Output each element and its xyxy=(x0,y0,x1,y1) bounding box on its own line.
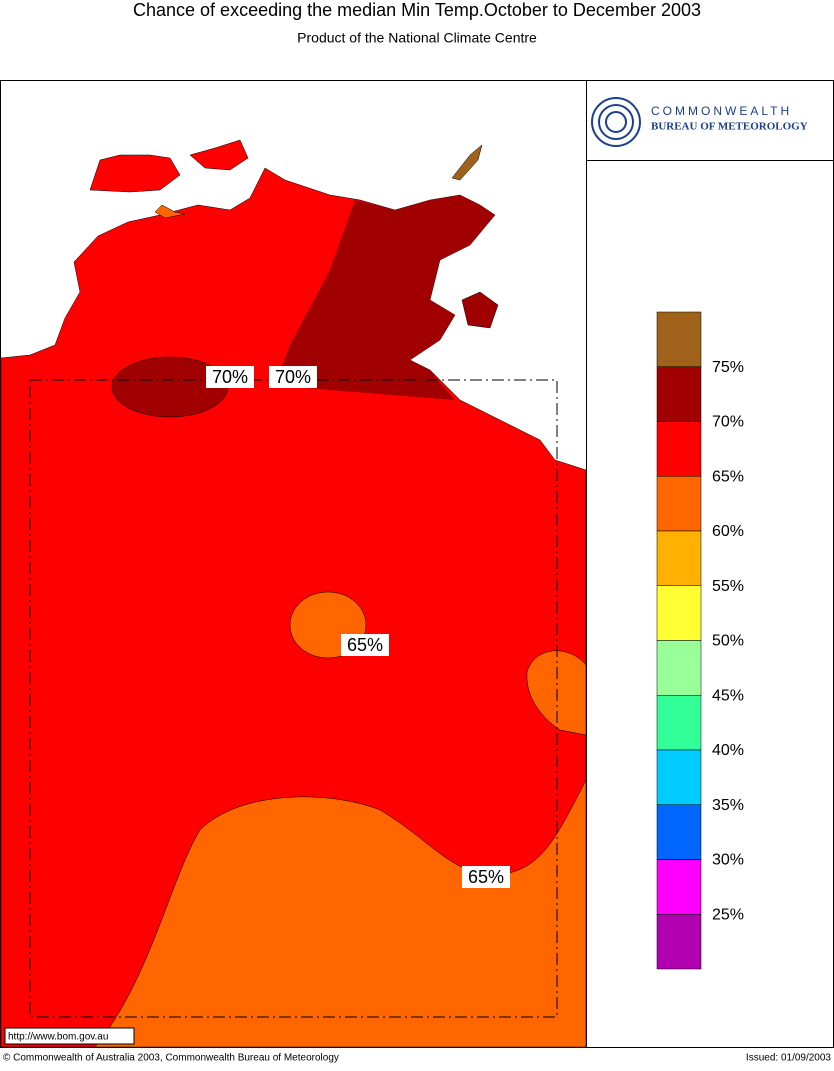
legend-swatch xyxy=(656,476,702,532)
subtitle: Product of the National Climate Centre xyxy=(297,30,537,46)
logo-line1: COMMONWEALTH xyxy=(651,104,792,118)
contour-label-box xyxy=(206,366,254,388)
island xyxy=(189,139,249,171)
contour-label-box xyxy=(341,634,389,656)
contour-label-box xyxy=(269,366,317,388)
island xyxy=(154,204,186,219)
legend-swatch xyxy=(656,585,702,641)
logo-mark xyxy=(591,97,641,147)
region-70 xyxy=(275,195,495,400)
contour-label: 65% xyxy=(347,635,383,655)
legend-label: 55% xyxy=(712,578,744,595)
legend-swatch xyxy=(656,859,702,915)
legend-swatch xyxy=(656,530,702,586)
legend-swatch xyxy=(656,366,702,422)
legend-label: 30% xyxy=(712,852,744,869)
legend-label: 75% xyxy=(712,359,744,376)
copyright: © Commonwealth of Australia 2003, Common… xyxy=(3,1053,339,1064)
url-box xyxy=(4,1027,135,1045)
legend-swatch xyxy=(656,914,702,970)
legend-label: 40% xyxy=(712,742,744,759)
region-box xyxy=(29,379,558,1018)
legend-swatch xyxy=(656,695,702,751)
island xyxy=(451,144,483,181)
island xyxy=(89,154,181,193)
logo-line2: BUREAU OF METEOROLOGY xyxy=(651,121,808,133)
contour-label: 70% xyxy=(275,367,311,387)
legend-swatch xyxy=(656,804,702,860)
panel-frame xyxy=(586,80,834,1048)
title: Chance of exceeding the median Min Temp.… xyxy=(133,0,701,20)
map: 70% 70% 65% 65% xyxy=(0,80,587,1048)
contour-label: 70% xyxy=(212,367,248,387)
contour-label: 65% xyxy=(468,867,504,887)
region-60 xyxy=(526,650,587,736)
legend-swatch xyxy=(656,749,702,805)
region-60 xyxy=(94,779,587,1048)
legend-label: 70% xyxy=(712,414,744,431)
side-panel: COMMONWEALTH BUREAU OF METEOROLOGY 75% 70… xyxy=(586,80,834,1048)
legend-label: 25% xyxy=(712,906,744,923)
legend-swatch xyxy=(656,421,702,477)
url: http://www.bom.gov.au xyxy=(8,1032,108,1043)
island xyxy=(461,291,499,329)
legend-label: 50% xyxy=(712,633,744,650)
legend-swatch xyxy=(656,640,702,696)
issued: Issued: 01/09/2003 xyxy=(746,1053,832,1064)
legend-label: 65% xyxy=(712,468,744,485)
contour-label-box xyxy=(462,866,510,888)
legend-label: 60% xyxy=(712,523,744,540)
legend-swatch xyxy=(656,311,702,367)
legend-label: 35% xyxy=(712,797,744,814)
legend-label: 45% xyxy=(712,687,744,704)
